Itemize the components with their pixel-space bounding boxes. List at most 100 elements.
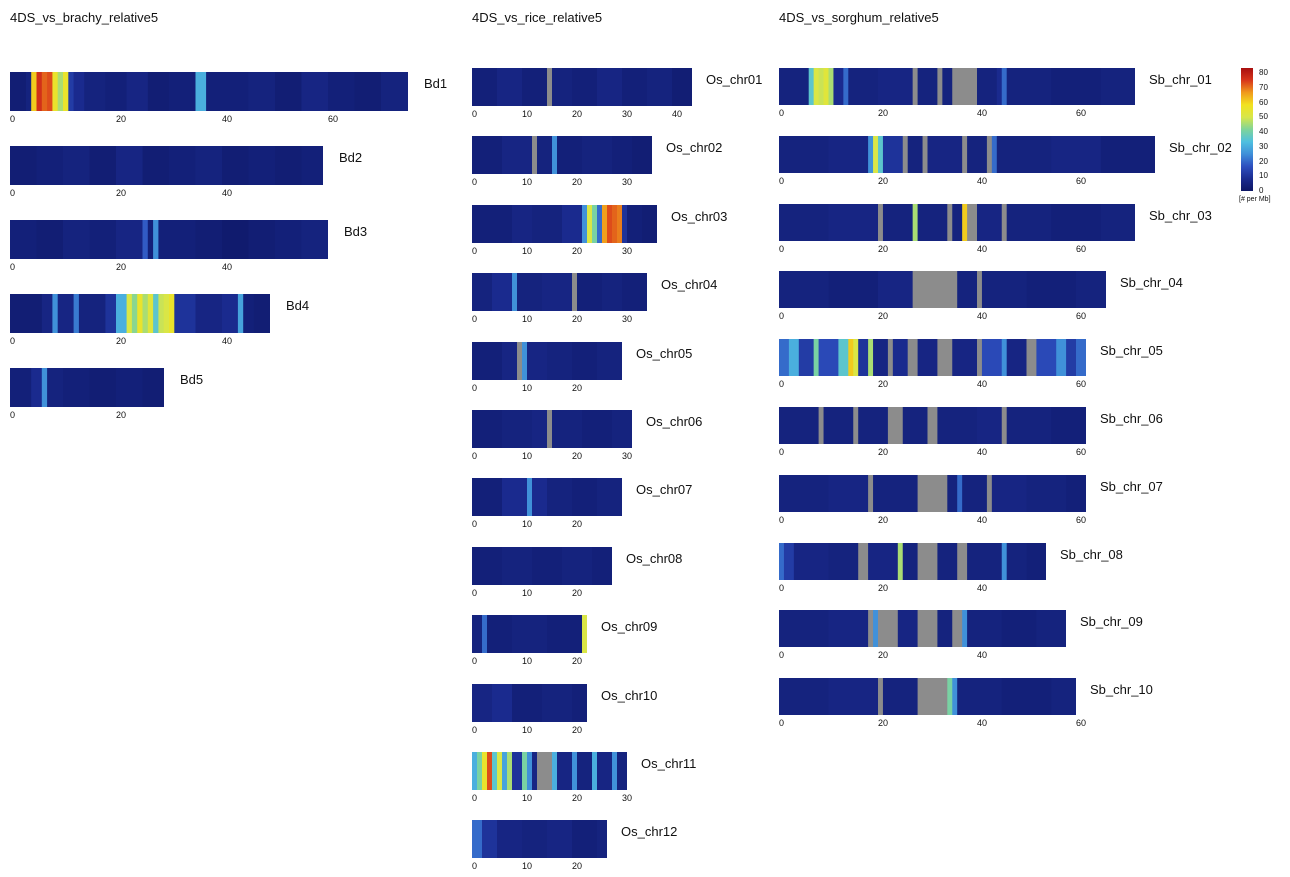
- density-bin: [89, 220, 117, 259]
- density-bin: [828, 678, 879, 716]
- legend-tick-label: 60: [1259, 97, 1268, 107]
- legend-tick-label: 50: [1259, 112, 1268, 122]
- density-bin: [195, 220, 223, 259]
- density-bin: [647, 68, 673, 106]
- density-bin: [243, 294, 255, 333]
- density-bin: [868, 542, 899, 580]
- x-tick-label: 20: [878, 175, 889, 186]
- density-bin: [572, 273, 578, 312]
- density-bin: [622, 68, 648, 106]
- density-bin: [612, 752, 618, 790]
- x-tick-label: 60: [1076, 311, 1087, 322]
- density-strip: [10, 72, 408, 111]
- density-bin: [813, 68, 820, 105]
- density-bin: [522, 341, 528, 380]
- x-tick-label: 30: [622, 451, 633, 461]
- x-tick-label: 40: [977, 175, 988, 186]
- density-bin: [542, 273, 573, 312]
- density-bin: [497, 752, 503, 790]
- density-bin: [1006, 542, 1027, 580]
- density-bin: [912, 271, 958, 309]
- density-bin: [957, 542, 968, 580]
- chromosome-track: Os_chr02 0 10 20 30: [472, 136, 742, 190]
- x-tick-label: 20: [878, 447, 889, 457]
- legend-tick-label: 70: [1259, 82, 1268, 92]
- x-tick-label: 10: [522, 656, 533, 667]
- density-bin: [472, 752, 478, 790]
- density-bin: [1001, 339, 1008, 377]
- density-bin: [547, 615, 583, 654]
- chromosome-label: Sb_chr_03: [1149, 207, 1212, 223]
- density-bin: [582, 410, 613, 448]
- x-tick-label: 20: [572, 861, 583, 872]
- density-bin: [1051, 135, 1102, 173]
- density-bin: [902, 407, 928, 444]
- density-bin: [882, 135, 904, 173]
- density-bin: [163, 294, 170, 333]
- density-bin: [572, 820, 598, 859]
- density-bin: [537, 752, 553, 790]
- brachy-panel: 4DS_vs_brachy_relative5 Bd1 0 20 40 60 Bd2 0 20…: [10, 0, 447, 877]
- density-bin: [597, 478, 622, 517]
- chromosome-label: Os_chr09: [601, 619, 658, 635]
- density-bin: [502, 478, 528, 517]
- density-bin: [962, 135, 968, 173]
- density-bin: [89, 368, 117, 407]
- density-bin: [381, 72, 408, 111]
- density-bin: [502, 752, 508, 790]
- x-tick-label: 10: [522, 382, 533, 393]
- density-bin: [562, 204, 583, 243]
- density-bin: [996, 68, 1003, 105]
- density-bin: [1001, 542, 1008, 580]
- density-heatmap: [779, 68, 1135, 105]
- density-bin: [552, 136, 558, 175]
- density-bin: [779, 542, 785, 580]
- density-heatmap: [10, 146, 323, 185]
- density-bin: [31, 368, 43, 407]
- x-tick-label: 60: [328, 114, 339, 124]
- density-bin: [1036, 610, 1066, 648]
- density-bin: [527, 341, 548, 380]
- density-bin: [622, 204, 628, 243]
- density-heatmap: [779, 474, 1086, 512]
- panel-title: 4DS_vs_sorghum_relative5: [779, 10, 939, 25]
- density-bin: [142, 368, 164, 407]
- density-bin: [169, 146, 196, 185]
- x-tick-label: 40: [977, 243, 988, 254]
- density-strip: [10, 146, 323, 185]
- x-tick-label: 0: [472, 177, 478, 188]
- x-tick-label: 30: [622, 109, 633, 119]
- x-tick-label: 0: [779, 175, 785, 186]
- density-bin: [823, 407, 854, 444]
- density-bin: [779, 407, 820, 444]
- density-bin: [878, 271, 914, 309]
- density-bin: [105, 294, 117, 333]
- density-bin: [472, 68, 498, 106]
- chromosome-label: Sb_chr_10: [1090, 682, 1153, 698]
- x-tick-label: 0: [779, 243, 785, 254]
- density-bin: [967, 203, 978, 241]
- x-tick-label: 10: [522, 587, 533, 598]
- density-bin: [512, 683, 543, 722]
- legend-tick-label: 40: [1259, 127, 1268, 136]
- chromosome-label: Sb_chr_01: [1149, 72, 1212, 87]
- density-bin: [1026, 271, 1077, 309]
- density-bin: [927, 407, 938, 444]
- density-bin: [57, 294, 75, 333]
- density-heatmap: [779, 678, 1076, 716]
- density-bin: [63, 146, 90, 185]
- density-bin: [779, 678, 829, 716]
- density-bin: [126, 294, 133, 333]
- density-bin: [126, 72, 149, 111]
- density-bin: [612, 136, 633, 175]
- density-bin: [582, 204, 588, 243]
- density-bin: [592, 204, 598, 243]
- density-bin: [833, 68, 844, 105]
- chromosome-label: Sb_chr_02: [1169, 139, 1232, 155]
- density-strip: [779, 339, 1086, 377]
- density-bin: [41, 368, 48, 407]
- density-bin: [793, 542, 829, 580]
- x-tick-label: 60: [1076, 243, 1087, 254]
- density-bin: [147, 72, 170, 111]
- density-bin: [10, 368, 32, 407]
